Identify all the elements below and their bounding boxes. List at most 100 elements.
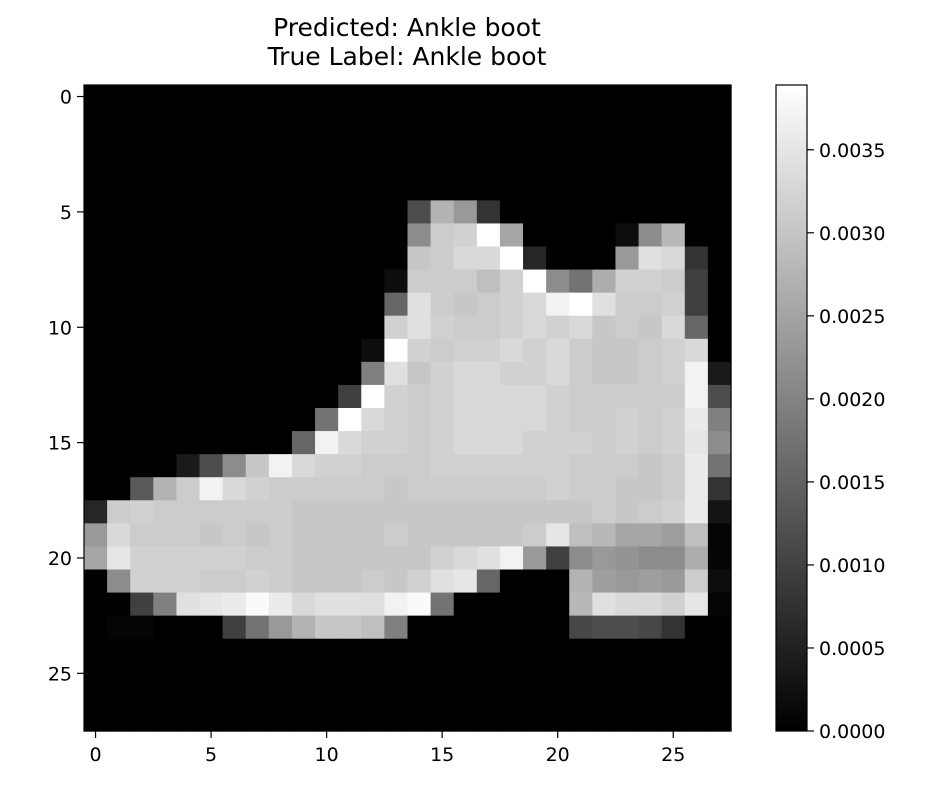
heatmap-cell (268, 131, 293, 155)
heatmap-cell (592, 638, 617, 663)
heatmap-cell (615, 131, 640, 155)
heatmap-cell (384, 523, 409, 548)
heatmap-cell (661, 223, 686, 248)
heatmap-cell (684, 523, 709, 548)
heatmap-cell (291, 292, 316, 317)
heatmap-cell (199, 569, 224, 594)
heatmap-cell (523, 500, 547, 524)
heatmap-cell (130, 177, 154, 201)
y-tick-label: 5 (60, 202, 72, 224)
heatmap-cell (245, 85, 270, 109)
heatmap-cell (615, 315, 640, 340)
heatmap-cell (707, 177, 732, 201)
heatmap-cell (315, 707, 339, 732)
heatmap-cell (661, 131, 686, 155)
heatmap-cell (569, 477, 593, 501)
heatmap-cell (684, 315, 709, 340)
heatmap-cell (638, 154, 663, 178)
heatmap-cell (315, 477, 339, 501)
heatmap-cell (592, 523, 617, 548)
heatmap-cell (430, 85, 455, 109)
heatmap-cell (361, 661, 385, 686)
heatmap-cell (661, 569, 686, 594)
heatmap-cell (199, 131, 224, 155)
heatmap-cell (569, 223, 593, 248)
heatmap-cell (338, 154, 362, 178)
heatmap-cell (245, 177, 270, 201)
heatmap-cell (268, 569, 293, 594)
heatmap-cell (222, 546, 247, 571)
heatmap-cell (638, 361, 663, 386)
heatmap-cell (84, 223, 108, 248)
heatmap-cell (430, 684, 455, 709)
heatmap-cell (84, 131, 108, 155)
heatmap-cell (130, 246, 154, 271)
heatmap-cell (315, 131, 339, 155)
heatmap-cell (222, 131, 247, 155)
heatmap-cell (546, 223, 570, 248)
heatmap-cell (453, 315, 478, 340)
heatmap-cell (361, 361, 385, 386)
heatmap-cell (84, 292, 108, 317)
heatmap-cell (222, 707, 247, 732)
heatmap-cell (176, 477, 201, 501)
heatmap-cell (430, 361, 455, 386)
heatmap-cell (615, 569, 640, 594)
heatmap-cell (291, 200, 316, 225)
heatmap-cell (523, 477, 547, 501)
heatmap-cell (199, 200, 224, 225)
heatmap-cell (499, 315, 524, 340)
heatmap-cell (291, 477, 316, 501)
heatmap-cell (153, 154, 178, 178)
heatmap-cell (338, 177, 362, 201)
heatmap-cell (315, 615, 339, 640)
heatmap-cell (291, 223, 316, 248)
heatmap-cell (661, 361, 686, 386)
heatmap-cell (661, 200, 686, 225)
heatmap-cell (430, 523, 455, 548)
heatmap-cell (476, 315, 501, 340)
heatmap-cell (407, 592, 432, 617)
heatmap-cell (84, 85, 108, 109)
heatmap-cell (153, 661, 178, 686)
heatmap-cell (638, 684, 663, 709)
heatmap-cell (407, 315, 432, 340)
heatmap-cell (130, 661, 154, 686)
heatmap-cell (222, 223, 247, 248)
heatmap-cell (592, 154, 617, 178)
heatmap-cell (291, 85, 316, 109)
heatmap-cell (107, 384, 131, 409)
heatmap-cell (153, 223, 178, 248)
heatmap-cell (338, 707, 362, 732)
heatmap-cell (130, 454, 154, 478)
heatmap-cell (361, 292, 385, 317)
heatmap-cell (107, 500, 131, 524)
heatmap-cell (684, 154, 709, 178)
heatmap-cell (684, 431, 709, 455)
heatmap-cell (569, 615, 593, 640)
heatmap-cell (707, 638, 732, 663)
heatmap-cell (523, 361, 547, 386)
heatmap-cell (268, 500, 293, 524)
colorbar-tick-label: 0.0030 (819, 223, 885, 245)
heatmap-cell (107, 269, 131, 294)
heatmap-cell (130, 223, 154, 248)
heatmap-cell (592, 292, 617, 317)
heatmap-cell (523, 384, 547, 409)
heatmap-cell (199, 454, 224, 478)
heatmap-cell (430, 500, 455, 524)
heatmap-cell (291, 408, 316, 432)
heatmap-cell (546, 615, 570, 640)
heatmap-cell (107, 200, 131, 225)
heatmap-cell (569, 592, 593, 617)
heatmap-cell (499, 154, 524, 178)
heatmap-cell (199, 661, 224, 686)
heatmap-cell (245, 223, 270, 248)
heatmap-cell (384, 500, 409, 524)
heatmap-cell (107, 292, 131, 317)
heatmap-cell (384, 454, 409, 478)
heatmap-cell (222, 361, 247, 386)
heatmap-cell (84, 569, 108, 594)
heatmap-cell (430, 338, 455, 363)
heatmap-cell (707, 500, 732, 524)
